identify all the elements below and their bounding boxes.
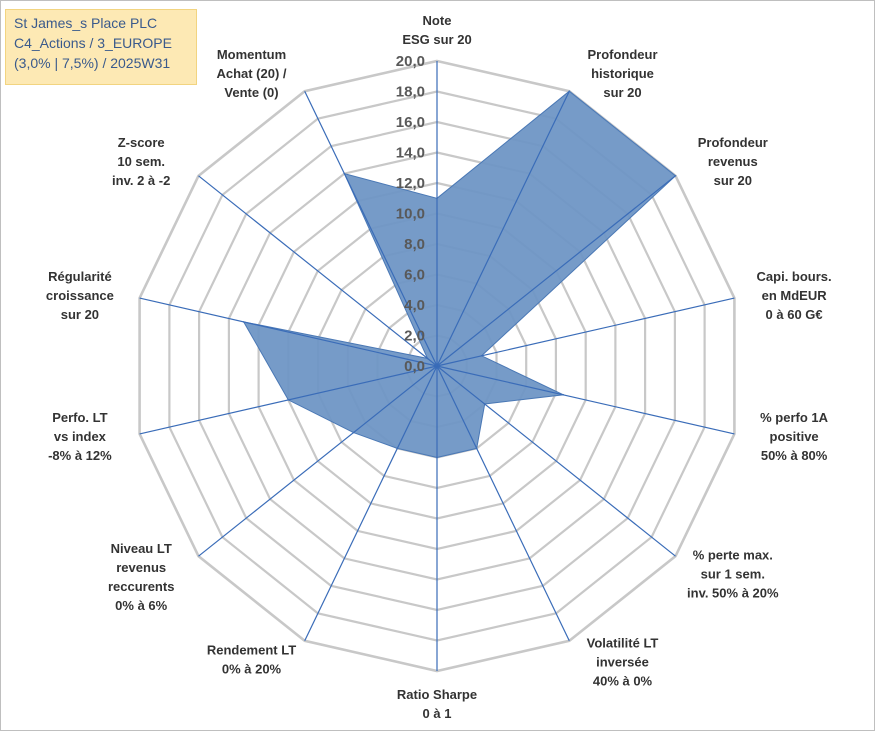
axis-category-label-line: % perte max.	[693, 548, 773, 563]
radial-tick-label: 18,0	[396, 84, 425, 101]
axis-category-label: Capi. bours. en MdEUR 0 à 60 G€	[757, 269, 832, 322]
axis-category-label-line: Achat (20) /	[216, 66, 286, 81]
axis-category-label-line: Capi. bours.	[757, 269, 832, 284]
axis-category-label-line: croissance	[46, 288, 114, 303]
axis-category-label-line: 10 sem.	[117, 154, 165, 169]
axis-category-label-line: sur 20	[714, 173, 752, 188]
axis-category-label-line: 40% à 0%	[593, 674, 653, 689]
axis-category-label: Perfo. LT vs index -8% à 12%	[48, 410, 112, 463]
axis-category-label: Niveau LT revenus reccurents 0% à 6%	[108, 541, 174, 613]
radial-tick-label: 16,0	[396, 114, 425, 131]
axis-category-label-line: vs index	[54, 429, 107, 444]
axis-category-label-line: Profondeur	[698, 135, 768, 150]
axis-category-label: Rendement LT 0% à 20%	[207, 642, 296, 676]
axis-category-label-line: en MdEUR	[762, 288, 828, 303]
axis-category-label-line: Z-score	[118, 135, 165, 150]
axis-category-label: Ratio Sharpe 0 à 1	[397, 687, 477, 721]
axis-category-label-line: revenus	[116, 560, 166, 575]
axis-category-label-line: Perfo. LT	[52, 410, 107, 425]
axis-spoke	[436, 365, 570, 642]
radial-tick-label: 4,0	[404, 297, 425, 314]
series-area	[242, 90, 677, 459]
axis-category-label-line: inv. 2 à -2	[112, 173, 170, 188]
axis-category-label-line: revenus	[708, 154, 758, 169]
axis-category-label-line: historique	[591, 66, 654, 81]
axis-spoke	[304, 365, 438, 642]
axis-category-label-line: 0% à 20%	[222, 661, 282, 676]
axis-category-label-line: Volatilité LT	[587, 636, 659, 651]
radial-tick-label: 20,0	[396, 53, 425, 70]
axis-category-label-line: Momentum	[217, 47, 286, 62]
axis-category-label-line: sur 20	[603, 85, 641, 100]
axis-category-label: Volatilité LT inversée 40% à 0%	[587, 636, 659, 689]
axis-category-label-line: % perfo 1A	[760, 410, 829, 425]
axis-category-label-line: Profondeur	[587, 47, 657, 62]
title-line-company: St James_s Place PLC	[14, 15, 158, 31]
axis-category-label-line: Niveau LT	[111, 541, 172, 556]
axis-category-label: Note ESG sur 20	[402, 13, 471, 47]
axis-spoke	[139, 297, 438, 367]
axis-category-label-line: inversée	[596, 655, 649, 670]
chart-title-box: St James_s Place PLC C4_Actions / 3_EURO…	[5, 9, 197, 85]
axis-category-label-line: 50% à 80%	[761, 448, 828, 463]
radial-tick-label: 0,0	[404, 358, 425, 375]
axis-category-label-line: -8% à 12%	[48, 448, 112, 463]
axis-category-label-line: positive	[770, 429, 819, 444]
axis-category-label-line: inv. 50% à 20%	[687, 586, 779, 601]
title-line-category: C4_Actions / 3_EUROPE	[14, 35, 172, 51]
axis-category-label-line: sur 20	[61, 307, 99, 322]
axis-category-label: % perfo 1A positive 50% à 80%	[760, 410, 829, 463]
axis-category-label: Profondeur historique sur 20	[587, 47, 657, 100]
radial-tick-label: 2,0	[404, 328, 425, 345]
axis-spoke	[304, 90, 438, 367]
axis-spoke	[436, 175, 676, 367]
axis-category-label-line: 0% à 6%	[115, 598, 167, 613]
axis-category-label-line: Ratio Sharpe	[397, 687, 477, 702]
axis-category-label-line: 0 à 60 G€	[766, 307, 823, 322]
axis-spoke	[436, 90, 570, 367]
axis-category-label-line: Régularité	[48, 269, 112, 284]
axis-category-label: Régularité croissance sur 20	[46, 269, 114, 322]
radial-tick-label: 8,0	[404, 236, 425, 253]
axis-spoke	[436, 365, 676, 557]
axis-spoke	[436, 365, 735, 435]
title-line-params: (3,0% | 7,5%) / 2025W31	[14, 55, 171, 71]
axis-spoke	[139, 365, 438, 435]
axis-spoke	[198, 175, 438, 367]
axis-category-label: Profondeur revenus sur 20	[698, 135, 768, 188]
radial-tick-label: 10,0	[396, 206, 425, 223]
axis-category-label-line: 0 à 1	[423, 706, 452, 721]
axis-category-label-line: sur 1 sem.	[701, 567, 765, 582]
axis-category-label: % perte max. sur 1 sem. inv. 50% à 20%	[687, 548, 779, 601]
axis-category-label-line: Rendement LT	[207, 642, 296, 657]
axis-category-label-line: Vente (0)	[224, 85, 278, 100]
axis-category-label: Momentum Achat (20) / Vente (0)	[216, 47, 286, 100]
axis-category-label-line: reccurents	[108, 579, 174, 594]
radial-tick-label: 14,0	[396, 145, 425, 162]
axis-category-label-line: ESG sur 20	[402, 32, 471, 47]
axis-category-label: Z-score 10 sem. inv. 2 à -2	[112, 135, 170, 188]
axis-spoke	[198, 365, 438, 557]
radial-tick-label: 12,0	[396, 175, 425, 192]
axis-spoke	[436, 297, 735, 367]
radial-tick-label: 6,0	[404, 267, 425, 284]
axis-category-label-line: Note	[423, 13, 452, 28]
